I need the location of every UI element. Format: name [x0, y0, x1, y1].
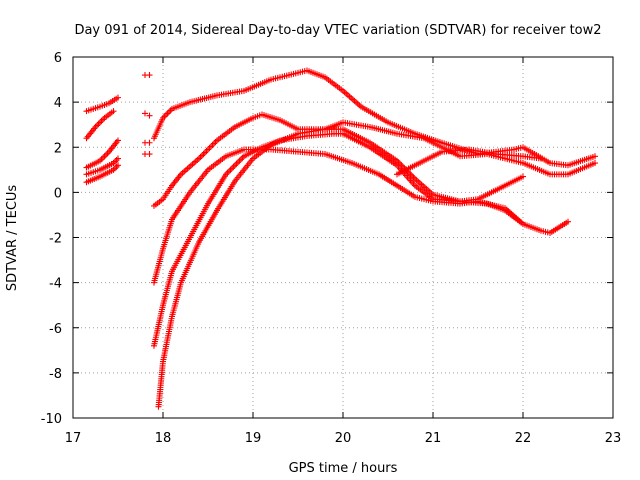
data-point-marker — [211, 140, 217, 147]
data-point-marker — [230, 163, 237, 170]
series-arc-high — [151, 67, 598, 169]
data-point-marker — [200, 151, 207, 158]
x-tick-label: 19 — [245, 431, 262, 446]
data-point-marker — [100, 116, 106, 123]
data-point-marker — [592, 160, 598, 167]
data-point-marker — [226, 168, 232, 175]
data-point-marker — [520, 220, 526, 227]
data-point-marker — [409, 172, 415, 179]
data-point-marker — [110, 108, 117, 115]
data-point-marker — [236, 157, 243, 164]
x-axis-label: GPS time / hours — [289, 461, 398, 476]
data-point-marker — [146, 112, 153, 119]
data-point-marker — [163, 111, 169, 118]
data-point-marker — [208, 143, 214, 150]
y-tick-label: 4 — [54, 96, 62, 111]
x-tick-label: 18 — [155, 431, 172, 446]
data-point-marker — [97, 119, 103, 126]
data-point-marker — [565, 218, 571, 225]
chart-title: Day 091 of 2014, Sidereal Day-to-day VTE… — [74, 23, 601, 38]
y-tick-label: -2 — [49, 232, 62, 247]
y-tick-label: -10 — [41, 412, 62, 427]
data-point-marker — [199, 152, 205, 159]
data-point-marker — [209, 141, 216, 148]
series-arc-a-early — [83, 108, 117, 142]
data-point-marker — [520, 173, 526, 180]
data-point-marker — [538, 155, 544, 162]
data-markers — [83, 67, 598, 410]
y-tick-label: -8 — [49, 367, 62, 382]
data-point-marker — [101, 153, 108, 160]
data-point-marker — [227, 166, 234, 173]
data-point-marker — [98, 117, 105, 124]
data-point-marker — [238, 156, 244, 163]
series-arc-late — [394, 146, 544, 178]
x-tick-label: 17 — [65, 431, 82, 446]
data-point-marker — [407, 171, 414, 178]
data-point-marker — [146, 72, 153, 79]
data-point-marker — [146, 139, 153, 146]
data-point-marker — [115, 162, 121, 169]
data-point-marker — [233, 160, 240, 167]
x-tick-label: 23 — [605, 431, 622, 446]
data-point-marker — [410, 174, 417, 181]
data-point-marker — [203, 148, 210, 155]
data-point-marker — [212, 138, 219, 145]
data-point-marker — [115, 137, 121, 144]
x-tick-label: 20 — [335, 431, 352, 446]
data-point-marker — [592, 153, 598, 160]
series-arc-low-c — [151, 146, 526, 286]
data-point-marker — [142, 110, 148, 117]
series-arc-mid — [151, 111, 598, 209]
series-arc-e-early — [83, 162, 121, 186]
data-point-marker — [100, 154, 106, 161]
data-point-marker — [104, 150, 111, 157]
data-point-marker — [103, 151, 109, 158]
data-point-marker — [206, 145, 213, 152]
data-point-marker — [164, 110, 171, 117]
data-point-marker — [229, 165, 235, 172]
y-tick-label: 0 — [54, 186, 62, 201]
plot-frame — [72, 56, 614, 419]
data-point-marker — [115, 94, 121, 101]
data-point-marker — [95, 120, 102, 127]
series-arc-b-early — [83, 94, 121, 115]
y-tick-label: 2 — [54, 141, 62, 156]
y-tick-label: 6 — [54, 51, 62, 66]
x-tick-label: 21 — [425, 431, 442, 446]
x-tick-label: 22 — [515, 431, 532, 446]
y-tick-label: -6 — [49, 322, 62, 337]
data-point-marker — [115, 155, 121, 162]
y-tick-label: -4 — [49, 277, 62, 292]
data-point-marker — [113, 157, 120, 164]
data-point-marker — [166, 108, 172, 115]
series-arc-d-early — [83, 155, 121, 178]
series-isolated-points — [142, 72, 153, 158]
series-arc-c-early — [83, 137, 121, 171]
data-point-marker — [113, 163, 120, 170]
y-axis-label: SDTVAR / TECUs — [5, 185, 20, 292]
data-point-marker — [146, 151, 153, 158]
data-point-marker — [232, 162, 238, 169]
data-point-marker — [197, 154, 204, 161]
data-point-marker — [94, 122, 100, 129]
grid — [72, 56, 614, 419]
data-point-marker — [235, 159, 241, 166]
data-point-marker — [202, 149, 208, 156]
series-arc-low-b — [151, 130, 526, 349]
